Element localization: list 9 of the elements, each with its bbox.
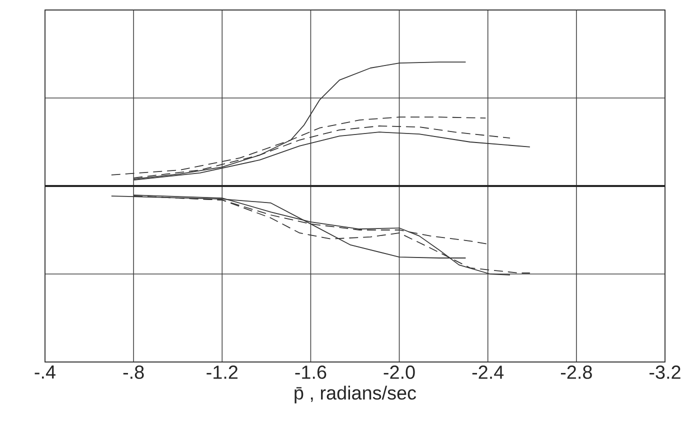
x-tick-label: -.4 xyxy=(34,366,56,379)
x-axis-title: p̄ , radians/sec xyxy=(294,386,416,404)
x-tick-label: -1.6 xyxy=(295,366,326,379)
x-tick-label: -2.0 xyxy=(384,366,415,379)
x-tick-label: -2.8 xyxy=(560,366,592,379)
x-tick-label: -1.2 xyxy=(206,366,238,379)
x-tick-label: -2.4 xyxy=(472,366,504,379)
x-tick-label: -.8 xyxy=(123,366,144,379)
x-tick-label: -3.2 xyxy=(650,366,680,379)
